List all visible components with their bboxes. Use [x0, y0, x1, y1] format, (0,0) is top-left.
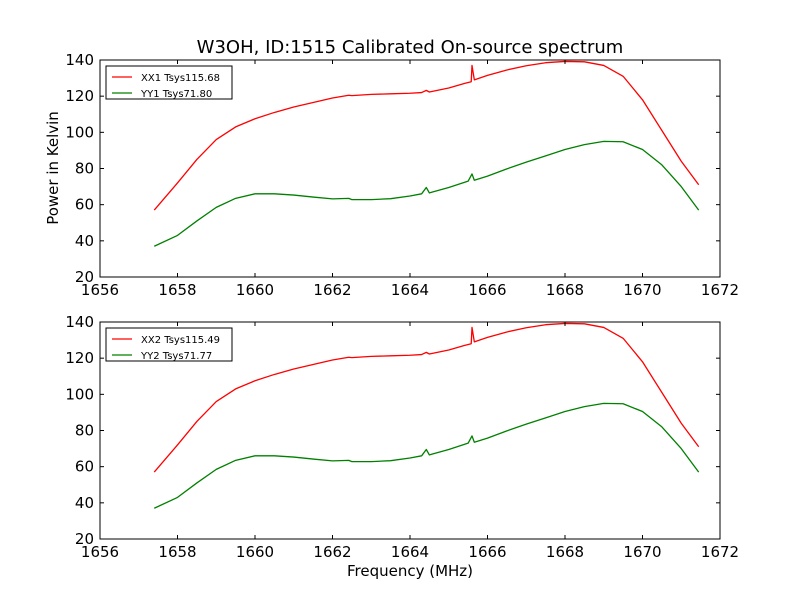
- x-tick-label: 1658: [158, 543, 196, 561]
- x-tick-label: 1668: [546, 281, 584, 299]
- y-tick-label: 80: [75, 160, 94, 178]
- series-line-1: [153, 322, 700, 473]
- y-axis-label: Power in Kelvin: [44, 111, 62, 225]
- y-tick-label: 60: [75, 196, 94, 214]
- plot-panel-bottom: 1656 1658 1660 1662 1664 1666 1668 1670 1672 20 40…: [65, 313, 739, 561]
- legend-label-2: YY1 Tsys71.80: [140, 89, 212, 100]
- y-tick-label: 80: [75, 422, 94, 440]
- y-tick-label: 120: [65, 87, 94, 105]
- x-tick-label: 1672: [701, 543, 739, 561]
- legend-label-1: XX2 Tsys115.49: [141, 335, 220, 346]
- x-tick-label: 1666: [468, 281, 506, 299]
- x-tick-label: 1670: [623, 281, 661, 299]
- y-tick-label: 120: [65, 349, 94, 367]
- x-tick-label: 1660: [236, 281, 274, 299]
- legend-label-1: XX1 Tsys115.68: [141, 73, 220, 84]
- x-tick-label: 1672: [701, 281, 739, 299]
- x-tick-label: 1656: [81, 543, 119, 561]
- x-tick-label: 1664: [391, 543, 429, 561]
- chart-title: W3OH, ID:1515 Calibrated On-source spect…: [197, 37, 624, 58]
- legend: XX1 Tsys115.68 YY1 Tsys71.80: [105, 65, 233, 100]
- x-tick-label: 1662: [313, 281, 351, 299]
- y-tick-label: 100: [65, 385, 94, 403]
- y-tick-label: 140: [65, 51, 94, 69]
- y-tick-label: 40: [75, 232, 94, 250]
- y-tick-label: 100: [65, 123, 94, 141]
- x-tick-label: 1662: [313, 543, 351, 561]
- x-tick-label: 1670: [623, 543, 661, 561]
- x-tick-label: 1660: [236, 543, 274, 561]
- legend-label-2: YY2 Tsys71.77: [140, 351, 212, 362]
- x-tick-label: 1668: [546, 543, 584, 561]
- series-line-2: [153, 140, 700, 247]
- y-tick-label: 60: [75, 458, 94, 476]
- legend: XX2 Tsys115.49 YY2 Tsys71.77: [105, 327, 233, 362]
- x-tick-label: 1666: [468, 543, 506, 561]
- x-tick-label: 1658: [158, 281, 196, 299]
- x-axis-label: Frequency (MHz): [347, 562, 473, 580]
- y-tick-label: 20: [75, 268, 94, 286]
- y-tick-label: 40: [75, 494, 94, 512]
- y-tick-label: 140: [65, 313, 94, 331]
- y-tick-label: 20: [75, 530, 94, 548]
- series-line-2: [153, 402, 700, 509]
- series-line-1: [153, 60, 700, 211]
- x-tick-label: 1656: [81, 281, 119, 299]
- x-tick-label: 1664: [391, 281, 429, 299]
- plot-panel-top: 1656 1658 1660 1662 1664 1666 1668 1670 1672 20 40…: [65, 51, 739, 299]
